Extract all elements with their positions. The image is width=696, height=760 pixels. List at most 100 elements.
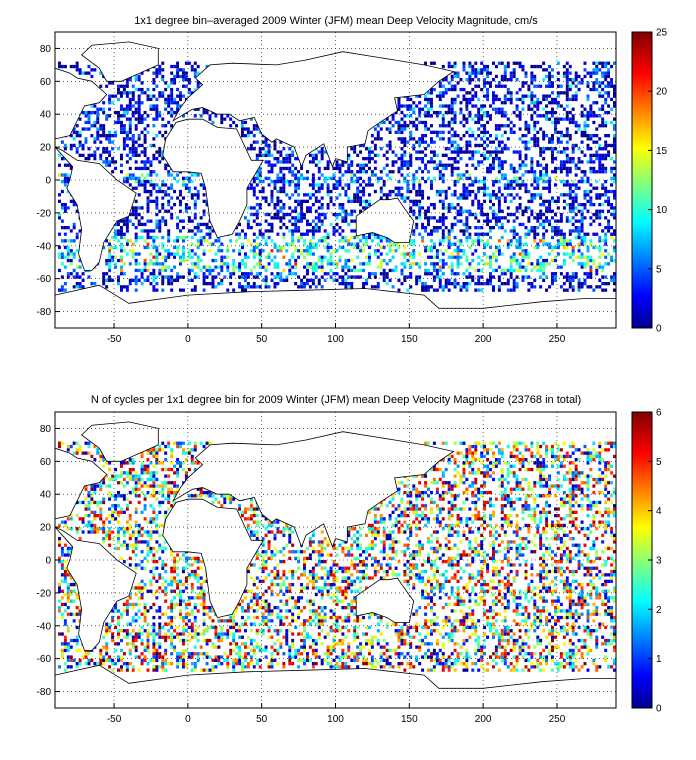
data-cell <box>409 206 413 210</box>
data-cell <box>152 71 156 75</box>
data-cell <box>574 143 578 148</box>
data-cell <box>604 642 608 646</box>
data-cell <box>512 130 516 134</box>
data-cell <box>524 134 528 138</box>
data-cell <box>548 242 552 246</box>
data-cell <box>356 275 360 279</box>
data-cell <box>551 272 554 276</box>
data-cell <box>350 275 354 279</box>
data-cell <box>430 216 433 220</box>
data-cell <box>592 110 596 115</box>
data-cell <box>120 120 123 125</box>
data-cell <box>551 150 554 154</box>
data-cell <box>66 176 70 180</box>
data-cell <box>497 216 501 220</box>
data-cell <box>453 180 457 184</box>
data-cell <box>282 222 286 227</box>
data-cell <box>435 166 439 171</box>
data-cell <box>244 642 247 646</box>
data-cell <box>471 68 475 72</box>
data-cell <box>164 81 168 85</box>
data-cell <box>471 199 475 203</box>
data-cell <box>424 127 428 131</box>
data-cell <box>568 189 572 194</box>
data-cell <box>235 662 239 666</box>
data-cell <box>244 252 247 256</box>
data-cell <box>311 252 315 256</box>
data-cell <box>545 186 549 190</box>
data-cell <box>338 642 342 646</box>
data-cell <box>170 252 174 256</box>
data-cell <box>421 282 425 286</box>
data-cell <box>341 206 345 210</box>
data-cell <box>211 282 215 286</box>
data-cell <box>421 150 425 154</box>
data-cell <box>480 645 484 649</box>
data-cell <box>494 652 498 656</box>
data-cell <box>601 288 605 292</box>
data-cell <box>137 183 141 187</box>
data-cell <box>311 665 315 669</box>
data-cell <box>306 278 309 282</box>
data-cell <box>258 252 262 256</box>
data-cell <box>170 71 174 75</box>
data-cell <box>450 229 454 233</box>
data-cell <box>179 193 182 197</box>
data-cell <box>353 193 357 197</box>
data-cell <box>595 81 599 85</box>
data-cell <box>326 203 330 207</box>
data-cell <box>134 117 138 121</box>
data-cell <box>182 219 185 223</box>
data-cell <box>297 285 301 289</box>
data-cell <box>424 262 428 266</box>
data-cell <box>120 638 123 643</box>
data-cell <box>409 120 413 125</box>
data-cell <box>382 235 386 240</box>
data-cell <box>187 61 191 65</box>
data-cell <box>459 87 463 92</box>
data-cell <box>246 226 250 230</box>
landmass <box>355 197 415 243</box>
data-cell <box>75 150 79 154</box>
data-cell <box>554 255 557 259</box>
data-cell <box>574 196 578 200</box>
data-cell <box>78 275 82 279</box>
data-cell <box>199 216 203 220</box>
data-cell <box>341 662 345 666</box>
data-cell <box>453 150 457 154</box>
data-cell <box>241 258 244 263</box>
data-cell <box>341 235 345 240</box>
data-cell <box>489 219 492 223</box>
data-cell <box>571 258 575 263</box>
data-cell <box>211 242 215 246</box>
data-cell <box>146 130 150 134</box>
data-cell <box>229 272 233 276</box>
data-cell <box>565 87 569 92</box>
data-cell <box>492 209 495 213</box>
data-cell <box>108 655 112 659</box>
data-cell <box>146 662 150 666</box>
data-cell <box>276 209 280 213</box>
data-cell <box>601 642 605 646</box>
data-cell <box>108 258 112 263</box>
data-cell <box>314 163 318 167</box>
data-cell <box>397 104 401 108</box>
data-cell <box>202 668 206 672</box>
data-cell <box>527 130 531 134</box>
data-cell <box>314 662 318 666</box>
data-cell <box>105 134 109 138</box>
data-cell <box>111 668 115 672</box>
data-cell <box>385 150 389 154</box>
data-cell <box>456 196 460 200</box>
data-cell <box>494 255 498 259</box>
data-cell <box>556 61 560 65</box>
data-cell <box>453 64 457 69</box>
data-cell <box>362 166 366 171</box>
data-cell <box>311 157 315 161</box>
data-cell <box>480 160 484 164</box>
data-cell <box>161 288 165 292</box>
data-cell <box>347 275 351 279</box>
data-cell <box>556 645 560 649</box>
data-cell <box>548 209 552 213</box>
data-cell <box>453 249 457 253</box>
